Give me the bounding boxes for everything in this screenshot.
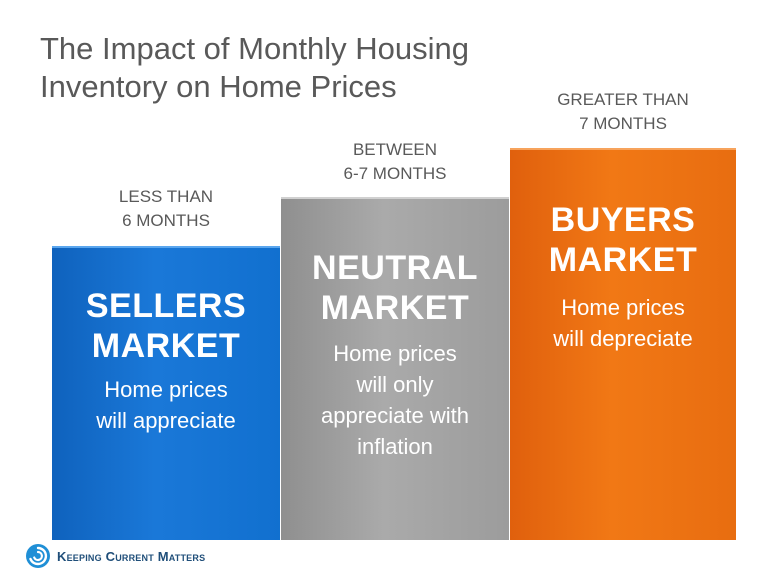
bar-description-line: appreciate with <box>321 403 469 428</box>
title-line-2: Inventory on Home Prices <box>40 69 397 104</box>
spiral-logo-icon <box>26 544 50 568</box>
bar-description: Home prices will only appreciate with in… <box>281 338 509 462</box>
bar-caption-line: 7 MONTHS <box>579 114 667 133</box>
bar-sellers-market: SELLERS MARKET Home prices will apprecia… <box>52 246 280 540</box>
bar-heading: NEUTRAL MARKET <box>281 248 509 328</box>
bar-description-line: Home prices <box>104 377 228 402</box>
bar-description-line: Home prices <box>333 341 457 366</box>
bar-description-line: inflation <box>357 434 433 459</box>
company-logo: Keeping Current Matters <box>25 542 205 570</box>
bar-description-line: will depreciate <box>553 326 693 351</box>
bar-heading-line: SELLERS <box>85 287 247 325</box>
logo-text: Keeping Current Matters <box>57 548 206 564</box>
bar-caption-line: 6-7 MONTHS <box>343 164 447 183</box>
bar-heading-line: BUYERS <box>550 201 696 239</box>
bar-heading: BUYERS MARKET <box>510 200 736 280</box>
bar-caption-line: GREATER THAN <box>557 90 689 109</box>
bar-description: Home prices will depreciate <box>510 292 736 354</box>
bar-heading-line: MARKET <box>548 241 698 279</box>
bar-buyers-market: BUYERS MARKET Home prices will depreciat… <box>510 148 736 540</box>
bar-caption-buyers: GREATER THAN 7 MONTHS <box>510 88 736 136</box>
bar-caption-line: LESS THAN <box>118 187 214 206</box>
bar-heading: SELLERS MARKET <box>52 286 280 366</box>
bar-heading-line: MARKET <box>91 327 241 365</box>
bar-caption-line: 6 MONTHS <box>122 211 210 230</box>
bar-heading-line: NEUTRAL <box>312 249 478 287</box>
title-line-1: The Impact of Monthly Housing <box>40 31 470 66</box>
bar-description: Home prices will appreciate <box>52 374 280 436</box>
bar-caption-neutral: BETWEEN 6-7 MONTHS <box>281 138 509 186</box>
bar-neutral-market: NEUTRAL MARKET Home prices will only app… <box>281 197 509 540</box>
bar-caption-sellers: LESS THAN 6 MONTHS <box>52 185 280 233</box>
page-title: The Impact of Monthly Housing Inventory … <box>40 30 540 106</box>
bar-description-line: Home prices <box>561 295 685 320</box>
bar-description-line: will appreciate <box>96 408 236 433</box>
bar-caption-line: BETWEEN <box>352 140 438 159</box>
bar-description-line: will only <box>356 372 434 397</box>
bar-heading-line: MARKET <box>320 289 470 327</box>
